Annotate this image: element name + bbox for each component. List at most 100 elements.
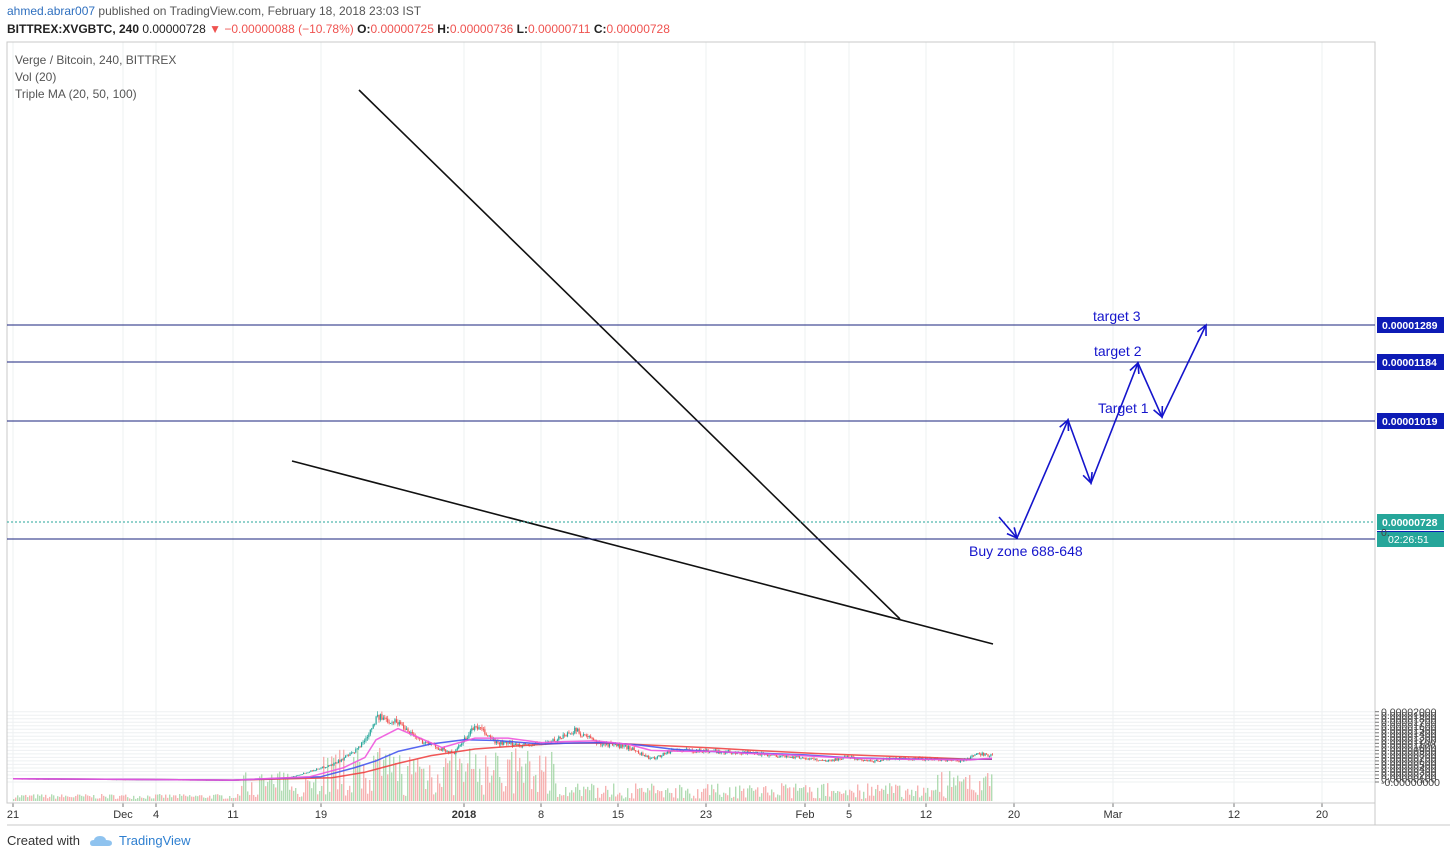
- volume-bar: [777, 794, 779, 801]
- x-tick-label: 11: [227, 809, 238, 821]
- volume-bar: [617, 794, 619, 801]
- candle-body: [972, 755, 975, 757]
- volume-bar: [575, 787, 577, 801]
- volume-bar: [679, 784, 681, 801]
- volume-bar: [373, 755, 375, 801]
- volume-bar: [189, 795, 191, 801]
- volume-bar: [555, 783, 557, 801]
- volume-bar: [795, 783, 797, 801]
- candle-body: [659, 755, 661, 757]
- volume-bar: [897, 785, 899, 801]
- candle-body: [874, 760, 876, 763]
- volume-bar: [651, 783, 653, 801]
- candle-body: [865, 760, 867, 761]
- volume-bar: [733, 796, 735, 801]
- candle-body: [945, 760, 947, 762]
- candle-body: [552, 739, 554, 743]
- volume-bar: [247, 791, 249, 801]
- volume-bar: [325, 794, 327, 801]
- candle-body: [613, 744, 615, 746]
- candle-body: [320, 767, 322, 769]
- candle-body: [392, 722, 395, 724]
- candle-body: [579, 733, 582, 736]
- volume-bar: [75, 795, 77, 801]
- candle-body: [787, 755, 789, 757]
- candle-body: [575, 727, 577, 732]
- volume-bar: [197, 796, 199, 801]
- volume-bar: [853, 792, 855, 801]
- volume-bar: [979, 781, 981, 801]
- volume-bar: [869, 795, 871, 801]
- volume-bar: [293, 790, 295, 801]
- y-tick-label: 0.00001300: [1381, 731, 1437, 743]
- volume-bar: [159, 794, 161, 801]
- plot-frame: [6, 41, 1376, 804]
- volume-bar: [477, 781, 479, 801]
- volume-bar: [567, 796, 569, 801]
- candle-body: [352, 752, 354, 754]
- candle-body: [806, 758, 808, 760]
- candle-body: [571, 733, 573, 735]
- candle-body: [577, 728, 579, 732]
- volume-bar: [707, 784, 709, 801]
- volume-series: [13, 747, 993, 801]
- volume-bar: [677, 798, 679, 801]
- volume-bar: [751, 788, 753, 801]
- target-2-label: target 2: [1094, 343, 1142, 359]
- volume-bar: [495, 752, 497, 801]
- volume-bar: [833, 790, 835, 801]
- volume-bar: [977, 794, 979, 801]
- volume-bar: [37, 794, 39, 801]
- volume-bar: [655, 793, 657, 801]
- volume-bar: [529, 761, 531, 801]
- volume-bar: [917, 785, 919, 801]
- candle-body: [318, 768, 321, 770]
- volume-bar: [315, 778, 317, 801]
- volume-bar: [47, 798, 49, 801]
- volume-bar: [35, 798, 37, 801]
- candle-body: [790, 756, 792, 758]
- volume-bar: [935, 789, 937, 801]
- candle-body: [864, 760, 866, 761]
- volume-bar: [87, 795, 89, 801]
- target-1-label: Target 1: [1098, 400, 1149, 416]
- volume-bar: [175, 795, 177, 801]
- candle-body: [694, 752, 696, 754]
- candle-body: [317, 768, 319, 770]
- volume-bar: [871, 786, 873, 801]
- volume-bar: [563, 795, 565, 801]
- candle-body: [500, 741, 502, 745]
- candle-body: [881, 759, 883, 761]
- volume-bar: [115, 798, 117, 801]
- volume-bar: [285, 778, 287, 801]
- volume-bar: [203, 797, 205, 801]
- price-change: ▼ −0.00000088 (−10.78%): [209, 22, 354, 36]
- projection-arrowhead: [1196, 323, 1207, 337]
- candle-body: [939, 760, 941, 761]
- volume-bar: [337, 789, 339, 801]
- volume-bar: [821, 784, 823, 801]
- candle-body: [759, 754, 761, 756]
- y-tick-label: 0.00001900: [1381, 710, 1437, 722]
- candle-body: [374, 724, 376, 726]
- volume-bar: [789, 787, 791, 801]
- volume-bar: [699, 798, 701, 801]
- candle-body: [368, 734, 370, 738]
- candle-body: [361, 742, 363, 748]
- candle-body: [400, 721, 402, 725]
- candle-body: [869, 759, 872, 761]
- tradingview-link[interactable]: TradingView: [119, 833, 191, 848]
- volume-bar: [259, 776, 261, 801]
- candle-body: [823, 760, 825, 761]
- volume-bar: [297, 793, 299, 801]
- candle-body: [803, 757, 805, 759]
- volume-bar: [307, 780, 309, 801]
- volume-bar: [81, 795, 83, 801]
- candle-body: [825, 760, 827, 762]
- candle-body: [507, 742, 509, 744]
- author-link[interactable]: ahmed.abrar007: [7, 4, 96, 18]
- volume-bar: [759, 796, 761, 801]
- candle-body: [501, 741, 503, 745]
- volume-bar: [367, 793, 369, 801]
